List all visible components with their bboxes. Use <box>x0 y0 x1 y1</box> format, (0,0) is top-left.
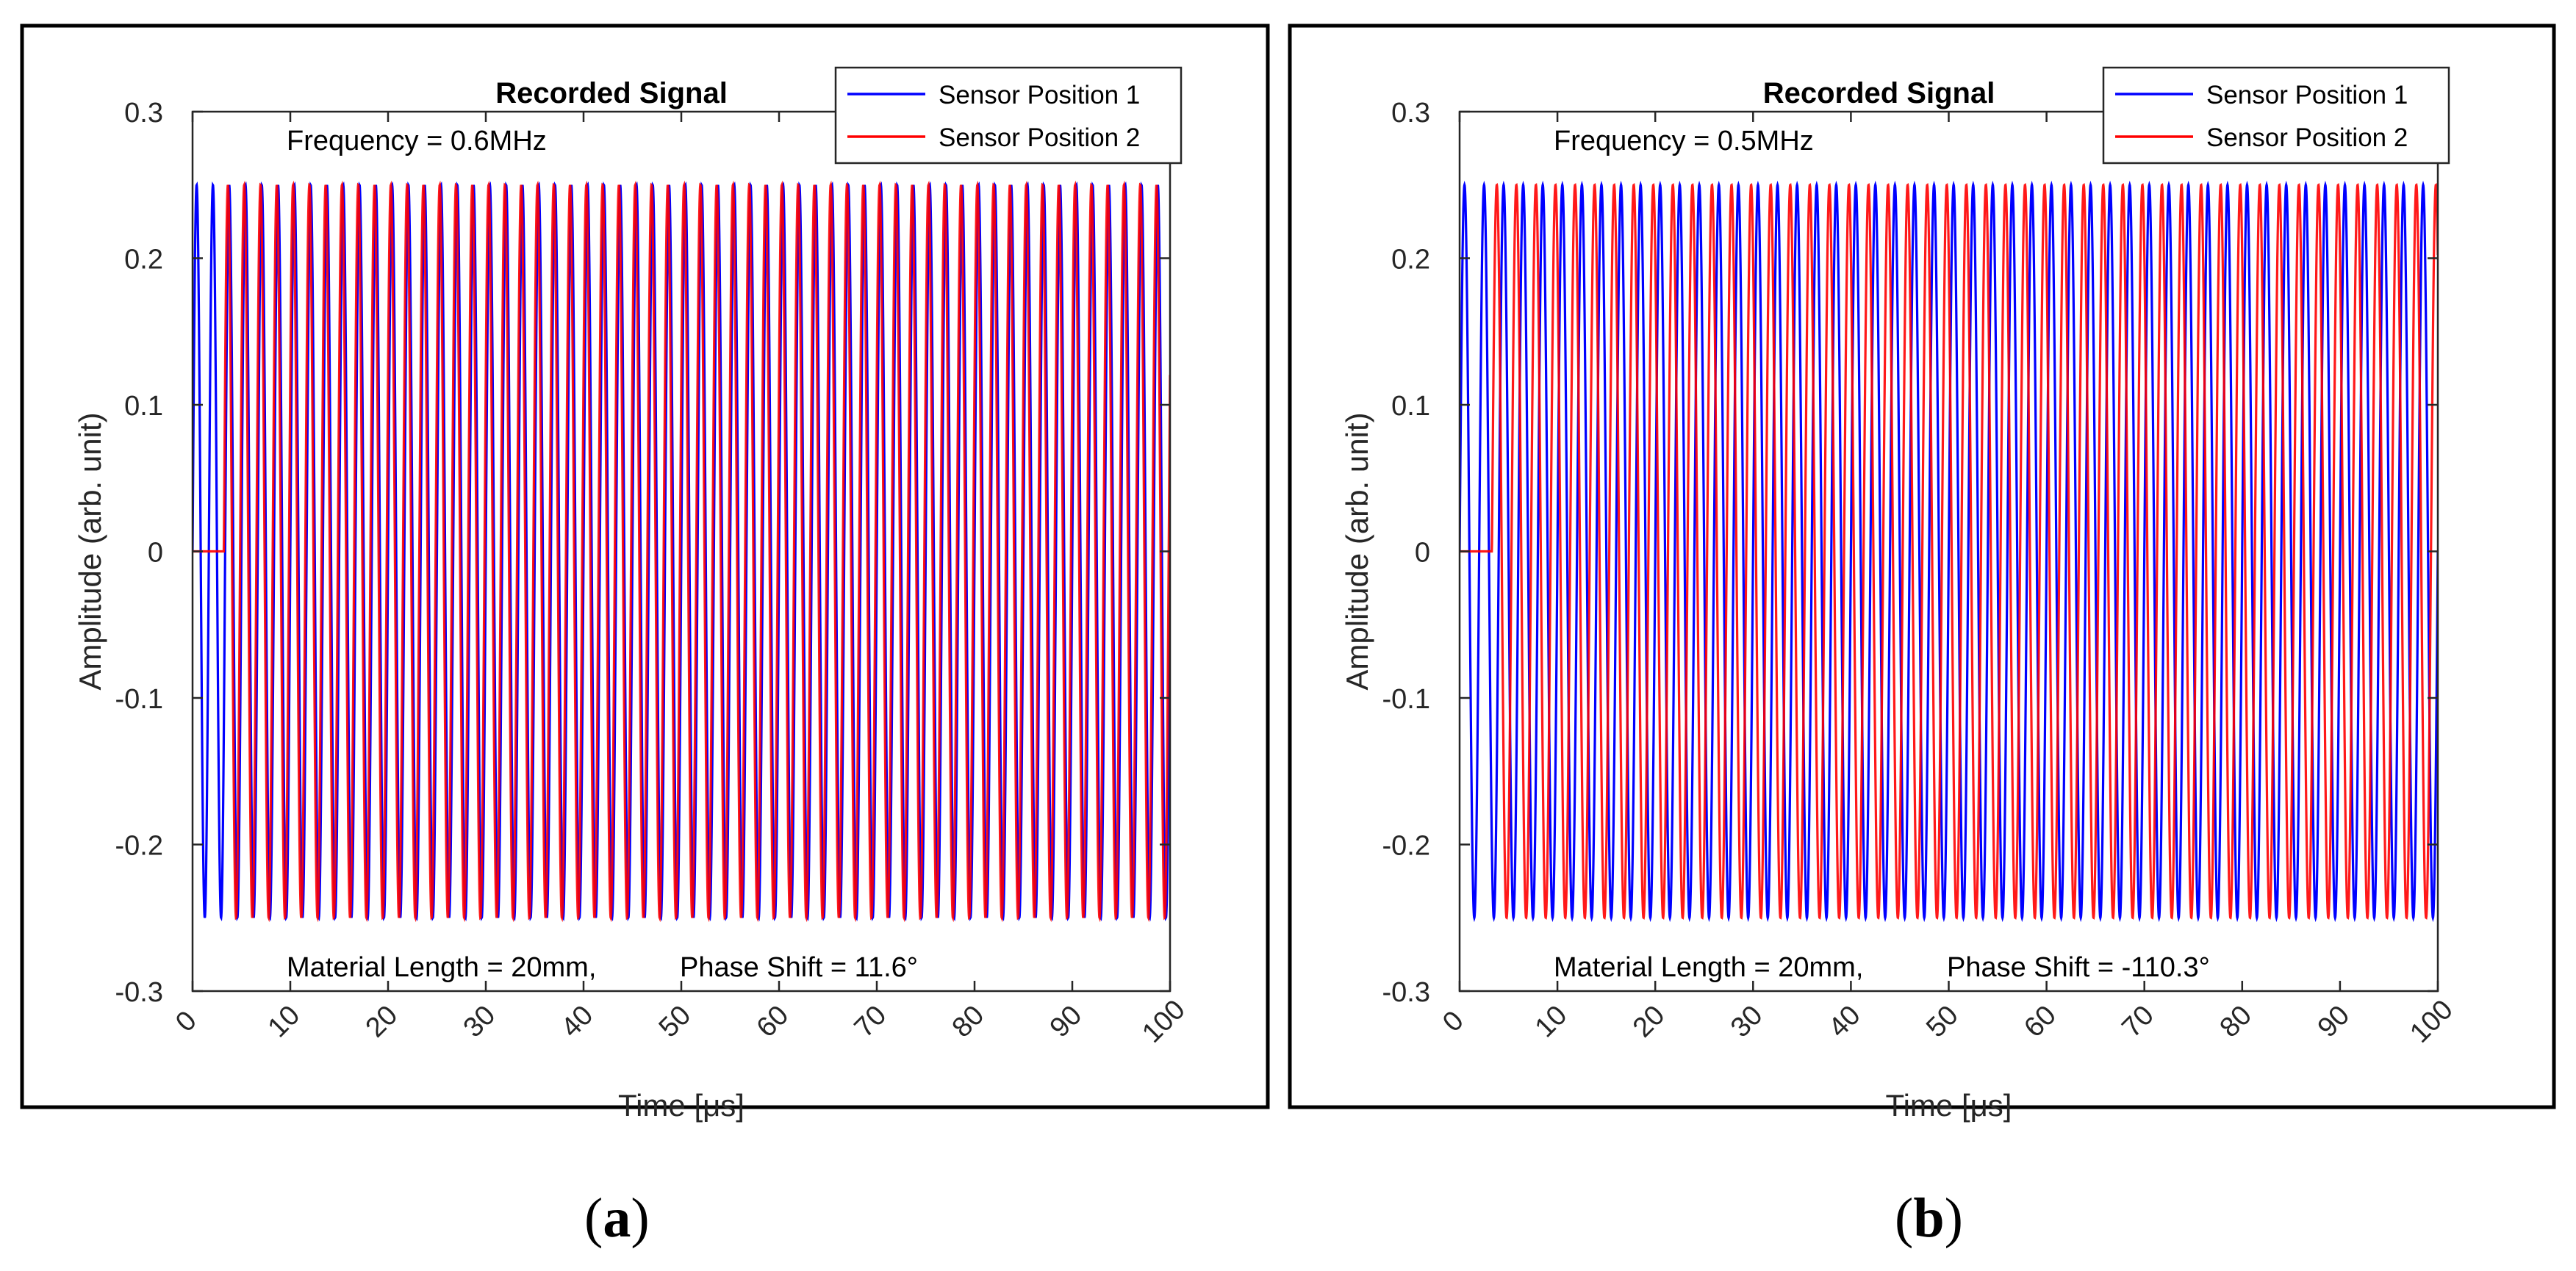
legend: Sensor Position 1 Sensor Position 2 <box>834 66 1183 165</box>
chart-title: Recorded Signal <box>1763 77 1995 109</box>
legend-box <box>2102 66 2450 165</box>
y-tick-label: 0.2 <box>1391 245 1430 276</box>
panel-letter-b: b <box>1913 1187 1945 1249</box>
x-tick-label: 90 <box>1044 1000 1088 1044</box>
annotation-frequency: Frequency = 0.5MHz <box>1554 126 1814 156</box>
y-tick-label: -0.3 <box>1382 977 1430 1008</box>
x-tick-label: 20 <box>360 1000 404 1044</box>
x-tick-label: 70 <box>849 1000 893 1044</box>
series-line-2 <box>1460 183 2438 920</box>
y-tick-label: 0.3 <box>1391 98 1430 129</box>
x-tick-label: 50 <box>1920 1000 1965 1044</box>
panel-label-a: (a) <box>584 1187 650 1249</box>
x-tick-label: 100 <box>1136 994 1191 1049</box>
y-tick-label: 0 <box>1415 538 1430 569</box>
annotation-phase-shift: Phase Shift = -110.3° <box>1947 952 2210 983</box>
x-tick-label: 60 <box>751 1000 795 1044</box>
y-tick-label: 0.1 <box>124 391 163 422</box>
x-tick-label: 40 <box>556 1000 600 1044</box>
panel-letter-a: a <box>603 1187 631 1249</box>
series-line-1 <box>193 181 1170 921</box>
x-tick-label: 0 <box>170 1005 203 1038</box>
x-tick-label: 30 <box>1725 1000 1769 1044</box>
x-tick-label: 80 <box>947 1000 991 1044</box>
series-line-1 <box>1460 180 2438 923</box>
legend-entry-2: Sensor Position 2 <box>939 123 1140 152</box>
annotation-material-length: Material Length = 20mm, <box>1554 952 1863 983</box>
y-axis-label: Amplitude (arb. unit) <box>73 412 107 690</box>
y-tick-label: -0.2 <box>1382 831 1430 862</box>
y-tick-label: -0.2 <box>115 831 163 862</box>
chart-panel-a: 0.30.20.10-0.1-0.2-0.30 10 20 30 40 50 60 70 80 9… <box>20 24 1270 1123</box>
signal-group <box>193 180 1170 923</box>
y-tick-label: -0.1 <box>115 684 163 715</box>
annotation-frequency: Frequency = 0.6MHz <box>287 126 547 156</box>
panel-label-b: (b) <box>1895 1187 1963 1249</box>
x-tick-label: 40 <box>1823 1000 1867 1044</box>
annotation-material-length: Material Length = 20mm, <box>287 952 596 983</box>
x-tick-label: 60 <box>2018 1000 2062 1044</box>
x-tick-label: 10 <box>1529 1000 1574 1044</box>
series-line-2 <box>193 180 1170 923</box>
x-tick-label: 30 <box>458 1000 502 1044</box>
y-tick-label: 0.2 <box>124 245 163 276</box>
legend-entry-1: Sensor Position 1 <box>939 81 1140 109</box>
annotation-phase-shift: Phase Shift = 11.6° <box>680 952 918 983</box>
legend: Sensor Position 1 Sensor Position 2 <box>2102 66 2450 165</box>
y-tick-label: 0 <box>148 538 163 569</box>
y-axis-label: Amplitude (arb. unit) <box>1340 412 1374 690</box>
x-tick-label: 0 <box>1437 1005 1470 1038</box>
x-tick-label: 50 <box>653 1000 697 1044</box>
x-tick-label: 100 <box>2404 994 2459 1049</box>
x-tick-label: 20 <box>1627 1000 1671 1044</box>
x-axis-label: Time [μs] <box>618 1088 745 1123</box>
x-tick-label: 10 <box>262 1000 306 1044</box>
legend-entry-2: Sensor Position 2 <box>2206 123 2408 152</box>
y-tick-label: -0.1 <box>1382 684 1430 715</box>
x-tick-label: 70 <box>2116 1000 2160 1044</box>
chart-panel-b: 0.30.20.10-0.1-0.2-0.30 10 20 30 40 50 60 70 80 9… <box>1288 24 2556 1123</box>
y-tick-label: -0.3 <box>115 977 163 1008</box>
panel-frame <box>1288 24 2556 1109</box>
panel-frame <box>20 24 1270 1109</box>
x-tick-label: 80 <box>2214 1000 2259 1044</box>
legend-box <box>834 66 1183 165</box>
chart-title: Recorded Signal <box>495 77 728 109</box>
x-axis-label: Time [μs] <box>1886 1088 2012 1123</box>
y-tick-label: 0.3 <box>124 98 163 129</box>
y-tick-label: 0.1 <box>1391 391 1430 422</box>
legend-entry-1: Sensor Position 1 <box>2206 81 2408 109</box>
x-tick-label: 90 <box>2312 1000 2356 1044</box>
signal-group <box>1460 180 2438 923</box>
